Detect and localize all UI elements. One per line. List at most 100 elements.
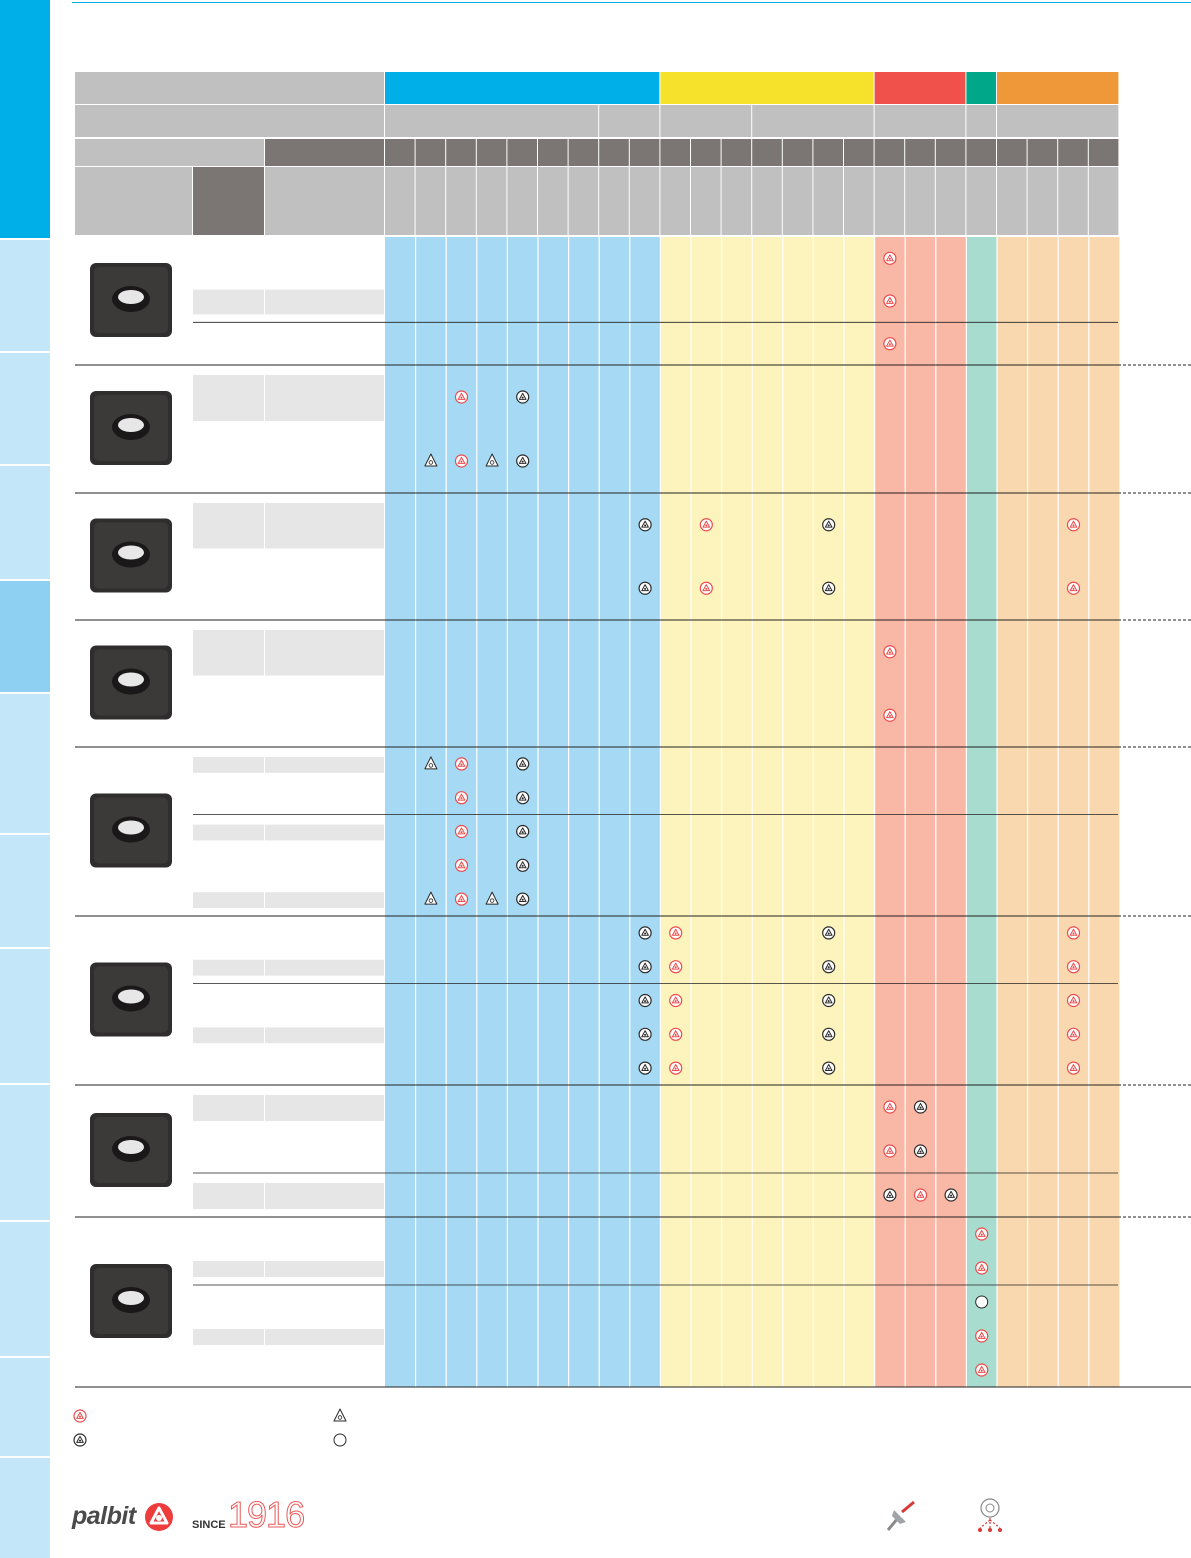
- mark-triangle: [977, 1331, 986, 1339]
- material-group-M: [660, 72, 874, 104]
- mark-dot: [521, 396, 524, 399]
- grade-name-cell: [629, 167, 660, 235]
- mark-dot: [1072, 1067, 1075, 1070]
- mark-dot: [888, 1150, 891, 1153]
- body-column: [691, 237, 722, 1387]
- mark-dot: [980, 1369, 983, 1372]
- mark-triangle: [824, 520, 833, 528]
- mark-dot: [674, 1067, 677, 1070]
- pale-label-cell: [193, 1261, 264, 1277]
- mark-triangle: [641, 1064, 649, 1071]
- grade-header-cell: [507, 139, 537, 166]
- mark-dot: [460, 396, 463, 399]
- sidebar-tab-6[interactable]: [0, 694, 50, 834]
- body-column: [660, 237, 691, 1387]
- body-column: [721, 237, 753, 1387]
- insert-5-hole-highlight: [118, 820, 144, 835]
- red-mark-legend-icon-triangle: [76, 1411, 84, 1419]
- sidebar-tab-9[interactable]: [0, 1085, 50, 1221]
- grade-name-cell: [935, 167, 966, 235]
- sidebar-tab-7[interactable]: [0, 835, 50, 948]
- grade-name-cell: [691, 167, 721, 235]
- outline-mark-dot: [428, 460, 434, 465]
- mark-dot: [980, 1267, 983, 1270]
- grade-name-cell: [446, 167, 476, 235]
- subgroup-cell: [752, 105, 874, 137]
- mark-dot: [460, 864, 463, 867]
- mark-triangle: [916, 1190, 925, 1198]
- mark-triangle: [457, 456, 466, 464]
- brand-name: palbit: [72, 1502, 136, 1530]
- mark-triangle: [1069, 1064, 1078, 1071]
- mark-dot: [644, 524, 647, 527]
- mark-dot: [950, 1194, 953, 1197]
- sidebar-tab-2[interactable]: [0, 240, 50, 352]
- grade-name-cell: [538, 167, 568, 235]
- red-mark-legend-icon-dot: [79, 1415, 81, 1418]
- mark-dot: [888, 714, 891, 717]
- mark-triangle: [886, 254, 894, 262]
- mark-triangle: [916, 1146, 925, 1154]
- grade-header-cell: [446, 139, 476, 166]
- grade-header-cell: [385, 139, 415, 166]
- header-label-cell: [75, 139, 264, 166]
- grade-header-cell: [691, 139, 721, 166]
- sidebar-tail: [0, 1458, 50, 1558]
- sidebar-tab-5[interactable]: [0, 581, 50, 693]
- body-column: [782, 237, 814, 1387]
- grade-header-cell: [844, 139, 874, 166]
- mark-dot: [1072, 587, 1075, 590]
- grade-header-cell: [568, 139, 599, 166]
- sidebar-tab-1[interactable]: [0, 0, 50, 239]
- grade-name-cell: [997, 167, 1027, 235]
- grade-header-cell: [721, 139, 752, 166]
- mark-triangle: [1069, 928, 1078, 936]
- mark-dot: [705, 524, 708, 527]
- mark-dot: [674, 932, 677, 935]
- body-column: [446, 237, 477, 1387]
- mark-triangle: [518, 861, 527, 869]
- pale-label-cell: [193, 757, 264, 773]
- grade-name-cell: [599, 167, 629, 235]
- mark-dot: [460, 460, 463, 463]
- grade-header-cell: [905, 139, 935, 166]
- sidebar-tab-3[interactable]: [0, 353, 50, 465]
- outline-mark-dot: [489, 460, 495, 465]
- mark-dot: [980, 1335, 983, 1338]
- material-group-N: [966, 72, 996, 104]
- mark-dot: [919, 1150, 922, 1153]
- grade-name-cell: [721, 167, 752, 235]
- body-column: [629, 237, 661, 1387]
- grade-name-cell: [385, 167, 415, 235]
- body-column: [905, 237, 936, 1387]
- mark-triangle: [671, 1064, 680, 1071]
- body-column: [599, 237, 630, 1387]
- sidebar-tab-8[interactable]: [0, 949, 50, 1084]
- mark-triangle: [457, 861, 466, 869]
- header-label-cell: [75, 72, 384, 104]
- mark-dot: [521, 898, 524, 901]
- mark-dot: [919, 1194, 922, 1197]
- mark-triangle: [824, 962, 833, 970]
- pale-label-cell: [265, 1329, 384, 1345]
- mark-dot: [521, 460, 524, 463]
- sidebar-tab-11[interactable]: [0, 1358, 50, 1457]
- pale-label-cell: [265, 1261, 384, 1277]
- mark-triangle: [457, 827, 466, 835]
- body-column: [507, 237, 538, 1387]
- sidebar-tab-4[interactable]: [0, 466, 50, 580]
- mark-triangle: [824, 584, 833, 592]
- header-label-cell: [75, 105, 384, 137]
- pale-label-cell: [265, 375, 384, 421]
- insert-1-hole-highlight: [118, 290, 144, 304]
- subgroup-cell: [874, 105, 966, 137]
- sidebar-tab-10[interactable]: [0, 1222, 50, 1357]
- dark-mark-legend-icon-dot: [79, 1439, 81, 1442]
- mark-triangle: [977, 1263, 986, 1271]
- selection-table: [75, 72, 1191, 1388]
- header-label-cell: [75, 167, 192, 235]
- grade-name-cell: [1088, 167, 1119, 235]
- mark-dot: [521, 797, 524, 800]
- pale-label-cell: [193, 824, 264, 841]
- mark-triangle: [641, 962, 649, 970]
